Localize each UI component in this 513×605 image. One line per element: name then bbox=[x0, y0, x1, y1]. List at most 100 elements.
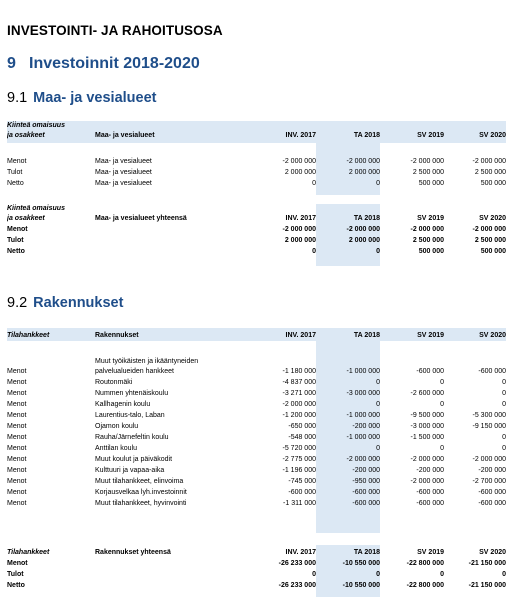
row-type: Menot bbox=[7, 158, 27, 165]
subsection-heading-9-2: 9.2 Rakennukset bbox=[7, 295, 123, 311]
cell-value: 0 bbox=[376, 401, 380, 408]
row-label: Laurentius-talo, Laban bbox=[95, 412, 165, 419]
cell-value: -600 000 bbox=[288, 489, 316, 496]
cell-value: -4 837 000 bbox=[282, 379, 316, 386]
header-year: SV 2019 bbox=[417, 132, 444, 139]
table-row: Menot Korjausvelkaa lyh.investoinnit -600 … bbox=[7, 487, 506, 498]
table-row: Tulot Maa- ja vesialueet 2 000 000 2 000… bbox=[7, 167, 506, 178]
row-label: Muut tilahankkeet, elinvoima bbox=[95, 478, 184, 485]
header-title: Maa- ja vesialueet bbox=[95, 132, 155, 139]
header-year: TA 2018 bbox=[353, 332, 380, 339]
row-label: Kallhagenin koulu bbox=[95, 401, 151, 408]
cell-value: -600 000 bbox=[416, 500, 444, 507]
cell-value: -650 000 bbox=[288, 423, 316, 430]
cell-value: -2 000 000 bbox=[282, 226, 316, 233]
summary-row: Netto -26 233 000 -10 550 000 -22 800 00… bbox=[7, 580, 506, 591]
row-type: Tulot bbox=[7, 237, 24, 244]
cell-value: 0 bbox=[502, 445, 506, 452]
table-row: Menot Muut tilahankkeet, hyvinvointi -1 31… bbox=[7, 498, 506, 509]
summary-title: Rakennukset yhteensä bbox=[95, 549, 171, 556]
cell-value: -1 000 000 bbox=[346, 434, 380, 441]
cell-value: -200 000 bbox=[352, 467, 380, 474]
header-year: INV. 2017 bbox=[285, 132, 317, 139]
subsection-heading-9-1: 9.1 Maa- ja vesialueet bbox=[7, 90, 157, 106]
row-label: palvelualueiden hankkeet bbox=[95, 368, 175, 375]
cell-value: -600 000 bbox=[416, 489, 444, 496]
cell-value: 0 bbox=[376, 248, 380, 255]
row-label: Korjausvelkaa lyh.investoinnit bbox=[95, 489, 187, 496]
cell-value: -548 000 bbox=[288, 434, 316, 441]
cell-value: -2 000 000 bbox=[282, 401, 316, 408]
cell-value: -200 000 bbox=[416, 467, 444, 474]
header-year: SV 2019 bbox=[417, 215, 444, 222]
cell-value: -21 150 000 bbox=[468, 560, 506, 567]
header-category-2: ja osakkeet bbox=[7, 132, 45, 139]
row-label: Ojamon koulu bbox=[95, 423, 139, 430]
row-type: Netto bbox=[7, 248, 25, 255]
cell-value: 0 bbox=[312, 248, 316, 255]
row-type: Menot bbox=[7, 434, 27, 441]
table-row: Menot Maa- ja vesialueet -2 000 000 -2 0… bbox=[7, 156, 506, 167]
summary-row: Tulot 0 0 0 0 bbox=[7, 569, 506, 580]
cell-value: 500 000 bbox=[418, 248, 444, 255]
table-row: Menot Muut koulut ja päiväkodit -2 775 000… bbox=[7, 454, 506, 465]
row-type: Netto bbox=[7, 180, 24, 187]
cell-value: -26 233 000 bbox=[278, 582, 316, 589]
cell-value: 500 000 bbox=[418, 180, 444, 187]
cell-value: 0 bbox=[376, 379, 380, 386]
header-year: SV 2020 bbox=[479, 132, 506, 139]
cell-value: -2 000 000 bbox=[346, 158, 380, 165]
summary-row: Menot -26 233 000 -10 550 000 -22 800 00… bbox=[7, 558, 506, 569]
cell-value: 0 bbox=[502, 434, 506, 441]
cell-value: -9 150 000 bbox=[472, 423, 506, 430]
row-type: Menot bbox=[7, 500, 27, 507]
row-type: Menot bbox=[7, 489, 27, 496]
table-row: Menot Nummen yhtenäiskoulu -3 271 000 -3 00… bbox=[7, 388, 506, 399]
row-type: Menot bbox=[7, 456, 27, 463]
cell-value: 2 000 000 bbox=[284, 237, 316, 244]
table-row: Menot Rauha/Järnefeltin koulu -548 000 -1 0… bbox=[7, 432, 506, 443]
cell-value: -600 000 bbox=[352, 500, 380, 507]
cell-value: -200 000 bbox=[352, 423, 380, 430]
row-label: Maa- ja vesialueet bbox=[95, 169, 152, 176]
summary-title: Maa- ja vesialueet yhteensä bbox=[95, 215, 187, 222]
cell-value: 0 bbox=[440, 401, 444, 408]
header-year: INV. 2017 bbox=[285, 332, 317, 339]
cell-value: 0 bbox=[312, 180, 316, 187]
cell-value: -950 000 bbox=[352, 478, 380, 485]
cell-value: 0 bbox=[376, 571, 380, 578]
cell-value: -3 000 000 bbox=[346, 390, 380, 397]
header-title: Rakennukset bbox=[95, 332, 139, 339]
buildings-summary-grid: Tilahankkeet Rakennukset yhteensä INV. 2… bbox=[7, 545, 506, 591]
table-row: Menot Laurentius-talo, Laban -1 200 000 -1 … bbox=[7, 410, 506, 421]
summary-row: Tulot 2 000 000 2 000 000 2 500 000 2 50… bbox=[7, 235, 506, 246]
cell-value: 2 000 000 bbox=[284, 169, 316, 176]
cell-value: -2 000 000 bbox=[410, 226, 444, 233]
cell-value: -1 180 000 bbox=[282, 368, 316, 375]
cell-value: -1 000 000 bbox=[346, 412, 380, 419]
row-type: Menot bbox=[7, 379, 27, 386]
cell-value: 500 000 bbox=[480, 180, 506, 187]
cell-value: -3 271 000 bbox=[282, 390, 316, 397]
cell-value: -22 800 000 bbox=[406, 560, 444, 567]
cell-value: -200 000 bbox=[478, 467, 506, 474]
cell-value: -3 000 000 bbox=[410, 423, 444, 430]
row-type: Menot bbox=[7, 368, 27, 375]
cell-value: -2 000 000 bbox=[346, 226, 380, 233]
cell-value: -2 000 000 bbox=[410, 456, 444, 463]
cell-value: 0 bbox=[440, 379, 444, 386]
cell-value: -2 700 000 bbox=[472, 478, 506, 485]
row-label: Routonmäki bbox=[95, 379, 133, 386]
cell-value: -600 000 bbox=[416, 368, 444, 375]
subsection-number: 9.1 bbox=[7, 90, 28, 106]
row-label: Nummen yhtenäiskoulu bbox=[95, 390, 169, 397]
table-row: Menot Ojamon koulu -650 000 -200 000 -3 000 … bbox=[7, 421, 506, 432]
header-year: TA 2018 bbox=[353, 215, 380, 222]
summary-header-row: Tilahankkeet Rakennukset yhteensä INV. 2… bbox=[7, 545, 506, 558]
header-year: TA 2018 bbox=[353, 132, 380, 139]
cell-value: 0 bbox=[376, 180, 380, 187]
cell-value: -1 500 000 bbox=[410, 434, 444, 441]
header-year: TA 2018 bbox=[353, 549, 380, 556]
summary-category: Tilahankkeet bbox=[7, 549, 50, 556]
subsection-title: Maa- ja vesialueet bbox=[33, 90, 157, 106]
